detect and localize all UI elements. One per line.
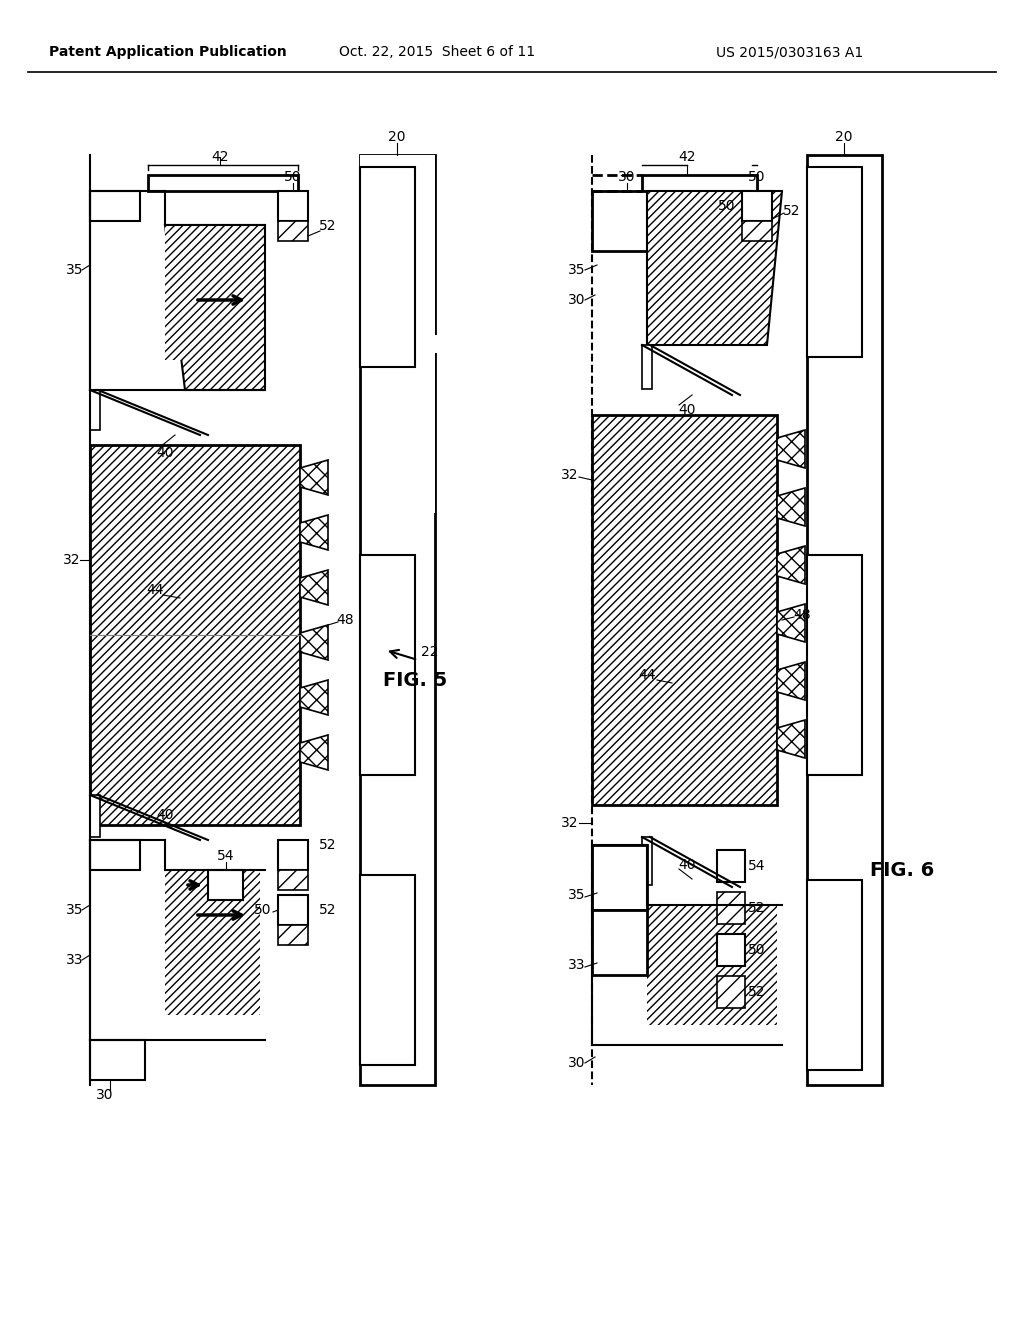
Bar <box>278 191 308 220</box>
Bar <box>717 975 745 1008</box>
Bar <box>642 345 652 389</box>
Polygon shape <box>777 546 805 583</box>
Bar <box>642 837 652 884</box>
Bar <box>90 191 140 220</box>
Bar <box>717 850 745 882</box>
Text: US 2015/0303163 A1: US 2015/0303163 A1 <box>717 45 863 59</box>
Polygon shape <box>777 719 805 758</box>
Bar <box>208 870 243 900</box>
Text: 30: 30 <box>568 293 586 308</box>
Bar <box>742 220 772 242</box>
Text: 54: 54 <box>749 859 766 873</box>
Bar <box>360 875 415 1065</box>
Text: 40: 40 <box>678 403 695 417</box>
Bar <box>360 554 415 775</box>
Bar <box>90 795 100 837</box>
Bar <box>360 168 415 367</box>
Text: 48: 48 <box>794 609 811 622</box>
Polygon shape <box>165 224 260 360</box>
Bar <box>365 352 435 513</box>
Bar <box>360 154 435 1085</box>
Polygon shape <box>165 870 260 1015</box>
Text: 42: 42 <box>211 150 228 164</box>
Polygon shape <box>647 191 782 345</box>
Polygon shape <box>300 735 328 770</box>
Text: 20: 20 <box>836 129 853 144</box>
Bar <box>148 176 298 191</box>
Text: 32: 32 <box>561 816 579 830</box>
Bar <box>592 191 647 251</box>
Polygon shape <box>777 605 805 642</box>
Bar <box>90 389 100 430</box>
Bar <box>278 220 308 242</box>
Text: 42: 42 <box>678 150 695 164</box>
Text: 40: 40 <box>157 808 174 822</box>
Text: Oct. 22, 2015  Sheet 6 of 11: Oct. 22, 2015 Sheet 6 of 11 <box>339 45 536 59</box>
Text: 32: 32 <box>63 553 81 568</box>
Text: 20: 20 <box>388 129 406 144</box>
Polygon shape <box>300 459 328 495</box>
Text: 50: 50 <box>718 199 736 213</box>
Text: 30: 30 <box>96 1088 114 1102</box>
Bar <box>360 154 435 335</box>
Text: FIG. 6: FIG. 6 <box>869 861 934 879</box>
Text: 50: 50 <box>285 170 302 183</box>
Bar <box>717 935 745 966</box>
Text: 35: 35 <box>568 888 586 902</box>
Text: 44: 44 <box>638 668 655 682</box>
Bar <box>642 176 757 191</box>
Text: 40: 40 <box>678 858 695 873</box>
Bar <box>807 554 862 775</box>
Polygon shape <box>300 515 328 550</box>
Text: 48: 48 <box>336 612 354 627</box>
Text: 30: 30 <box>568 1056 586 1071</box>
Text: 52: 52 <box>783 205 801 218</box>
Bar <box>360 335 440 352</box>
Bar <box>90 1040 145 1080</box>
Text: 50: 50 <box>254 903 271 917</box>
Bar <box>278 925 308 945</box>
Bar <box>592 909 647 975</box>
Bar <box>90 840 140 870</box>
Text: 50: 50 <box>749 942 766 957</box>
Text: 52: 52 <box>749 985 766 999</box>
Bar <box>278 840 308 870</box>
Bar <box>592 845 647 909</box>
Polygon shape <box>777 430 805 469</box>
Text: 32: 32 <box>561 469 579 482</box>
Text: 35: 35 <box>67 903 84 917</box>
Polygon shape <box>300 624 328 660</box>
Bar <box>742 191 772 220</box>
Bar <box>807 168 862 356</box>
Text: 44: 44 <box>146 583 164 597</box>
Polygon shape <box>165 224 265 389</box>
Bar <box>90 445 300 825</box>
Text: 30: 30 <box>618 170 636 183</box>
Text: 52: 52 <box>749 902 766 915</box>
Text: 54: 54 <box>217 849 234 863</box>
Text: 22: 22 <box>421 645 438 659</box>
Bar <box>807 880 862 1071</box>
Bar <box>278 895 308 925</box>
Polygon shape <box>777 488 805 525</box>
Bar <box>278 870 308 890</box>
Text: 52: 52 <box>319 219 337 234</box>
Text: 52: 52 <box>319 838 337 851</box>
Bar <box>717 892 745 924</box>
Text: FIG. 5: FIG. 5 <box>383 671 447 689</box>
Text: 35: 35 <box>568 263 586 277</box>
Text: 33: 33 <box>67 953 84 968</box>
Polygon shape <box>777 663 805 700</box>
Text: 40: 40 <box>157 446 174 459</box>
Text: 33: 33 <box>568 958 586 972</box>
Text: 35: 35 <box>67 263 84 277</box>
Polygon shape <box>300 570 328 605</box>
Bar <box>807 154 882 1085</box>
Text: Patent Application Publication: Patent Application Publication <box>49 45 287 59</box>
Text: 50: 50 <box>749 170 766 183</box>
Polygon shape <box>647 906 777 1026</box>
Polygon shape <box>300 680 328 715</box>
Text: 52: 52 <box>319 903 337 917</box>
Bar <box>592 414 777 805</box>
